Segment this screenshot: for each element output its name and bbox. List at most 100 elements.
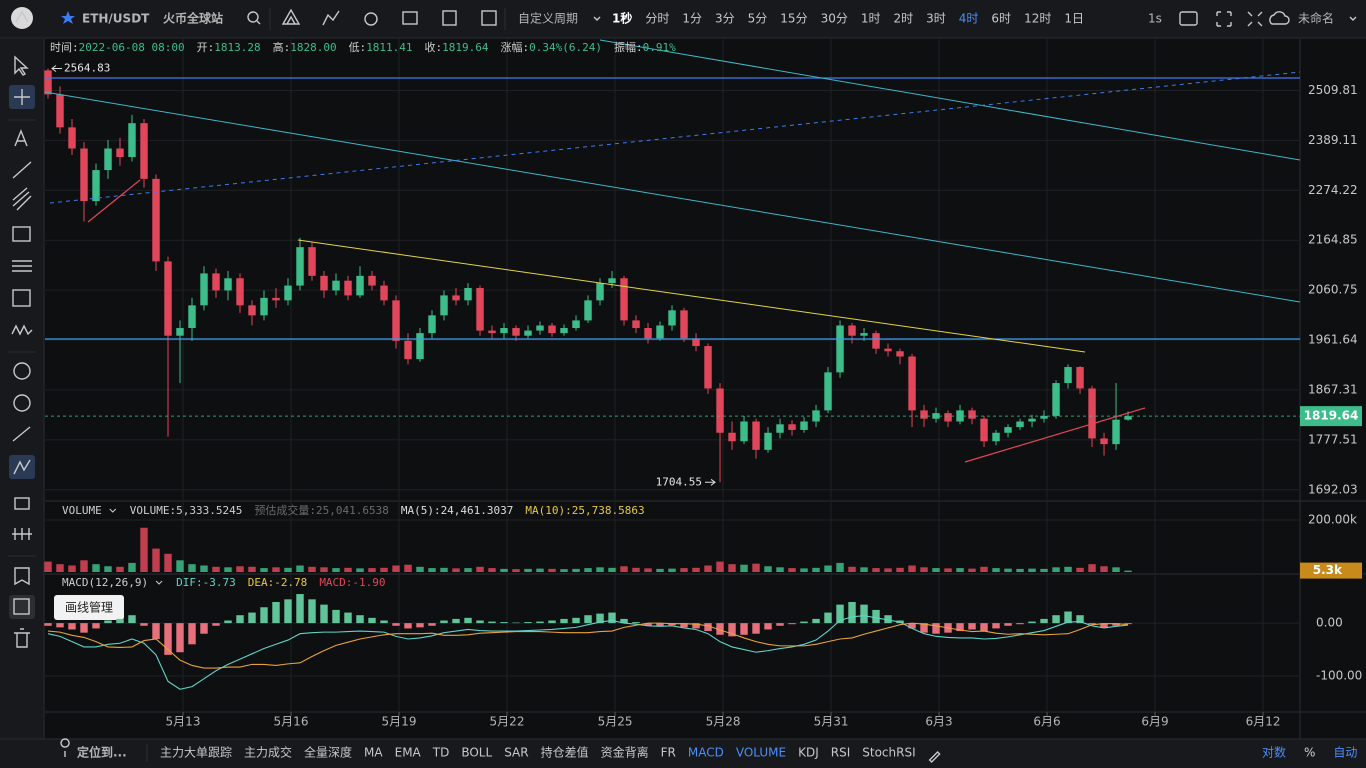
favorite-icon[interactable] [61,11,75,24]
crosshair-tool[interactable] [14,89,30,105]
indicator-toggle[interactable]: 持仓差值 [541,745,589,760]
locate[interactable]: 定位到... [77,745,127,760]
speed[interactable]: 1s [1148,12,1162,26]
period[interactable]: 2时 [894,12,914,26]
indicator-toggle[interactable]: FR [661,746,676,760]
symbol[interactable]: ETH/USDT [82,12,150,26]
macd-bar [632,622,640,624]
info-label: 收: [425,40,443,54]
indicator-toggle[interactable]: BOLL [461,746,492,760]
ruler-tool[interactable] [12,426,31,442]
scale-option[interactable]: 自动 [1333,746,1357,760]
y-tick-label: 2509.81 [1308,83,1358,97]
indicator-toggle[interactable]: KDJ [798,746,819,760]
macd-bar [1064,611,1072,624]
period[interactable]: 1日 [1064,12,1084,26]
pane-name[interactable]: MACD(12,26,9) [62,576,148,589]
edit-icon[interactable] [928,751,941,763]
indicator-toggle[interactable]: MACD [688,746,724,760]
scale-option[interactable]: % [1304,746,1315,760]
volume-bar [644,568,652,572]
indicator-toggle[interactable]: VOLUME [736,746,786,760]
trendline-tool[interactable] [12,161,32,179]
fib-tool[interactable] [12,187,32,211]
volume-bar [980,566,988,572]
trend-line[interactable] [964,407,1146,463]
indicator-toggle[interactable]: SAR [504,746,528,760]
pattern-tool[interactable] [12,289,31,307]
macd-bar [152,623,160,640]
indicator-toggle[interactable]: 主力成交 [244,745,292,760]
indicator-toggle[interactable]: MA [364,746,383,760]
shape-tool[interactable] [12,226,31,242]
scale-option[interactable]: 对数 [1262,745,1286,760]
macd-bar [752,623,760,634]
lock-tool[interactable] [14,497,30,510]
period[interactable]: 分时 [645,12,669,26]
hide-tool[interactable] [12,528,32,540]
compare-icon[interactable] [442,10,457,26]
indicator-toggle[interactable]: 资金背离 [601,745,649,760]
volume-bar [812,567,820,572]
delete-tool[interactable] [14,628,30,648]
indicator-bar: 主力大单跟踪 主力成交 全量深度 MA EMA TD BOLL SAR 持仓差值 资金背离 FR MA… [160,745,1357,763]
period[interactable]: 3分 [715,12,735,26]
chart-style-icon[interactable] [322,10,340,26]
pane-legend: DIF:-3.73 [176,576,236,589]
search-icon[interactable] [247,11,261,25]
macd-bar [332,609,340,624]
candle-body [1052,383,1060,416]
period[interactable]: 1时 [861,12,881,26]
indicator-toggle[interactable]: 全量深度 [304,745,352,760]
template-icon[interactable] [402,11,418,25]
magnet-tool[interactable] [13,362,31,380]
macd-line [47,622,1129,669]
period[interactable]: 1秒 [612,11,632,26]
trend-line[interactable] [599,39,1301,161]
period[interactable]: 4时 [959,12,979,26]
macd-bar [428,623,436,626]
draw-mode-tool[interactable] [13,459,31,475]
indicator-toggle[interactable]: StochRSI [862,746,915,760]
trend-line[interactable] [297,239,1086,353]
period[interactable]: 5分 [748,12,768,26]
drawing-manager-tool[interactable] [13,598,30,615]
period[interactable]: 30分 [821,12,848,26]
indicator-toggle[interactable]: TD [432,746,450,760]
macd-bar [908,623,916,629]
period[interactable]: 15分 [780,12,807,26]
layout-icon[interactable] [481,10,497,26]
wave-tool[interactable] [11,324,33,336]
trend-line[interactable] [44,91,1301,303]
extended-line[interactable] [49,71,1301,204]
indicator-toggle[interactable]: 主力大单跟踪 [160,746,232,760]
screenshot-icon[interactable] [1179,11,1198,26]
channel-tool[interactable] [12,260,32,272]
custom-period[interactable]: 自定义周期 [518,11,578,26]
period[interactable]: 6时 [991,12,1011,26]
expand-icon[interactable] [1247,11,1263,27]
magnet-strong-tool[interactable] [13,394,31,412]
cloud-icon[interactable] [1269,11,1290,25]
cursor-tool[interactable] [14,55,29,76]
macd-bar [272,601,280,624]
drawings[interactable] [44,39,1301,463]
period[interactable]: 3时 [926,12,946,26]
indicator-icon[interactable] [281,8,301,25]
volume-bar [716,561,724,572]
layout-name[interactable]: 未命名 [1298,11,1334,26]
trend-line[interactable] [87,179,141,223]
exchange[interactable]: 火币全球站 [163,11,223,26]
fullscreen-icon[interactable] [1216,11,1232,27]
bookmark-tool[interactable] [14,567,30,586]
indicator-toggle[interactable]: RSI [831,746,851,760]
info-value: 1828.00 [290,41,336,54]
settings-icon[interactable] [364,12,378,26]
period[interactable]: 1分 [682,12,702,26]
pane-name[interactable]: VOLUME [62,504,102,517]
text-tool[interactable] [14,129,28,147]
period[interactable]: 12时 [1024,12,1051,26]
logo[interactable] [11,7,33,29]
indicator-toggle[interactable]: EMA [395,746,422,760]
macd-bar [740,623,748,635]
